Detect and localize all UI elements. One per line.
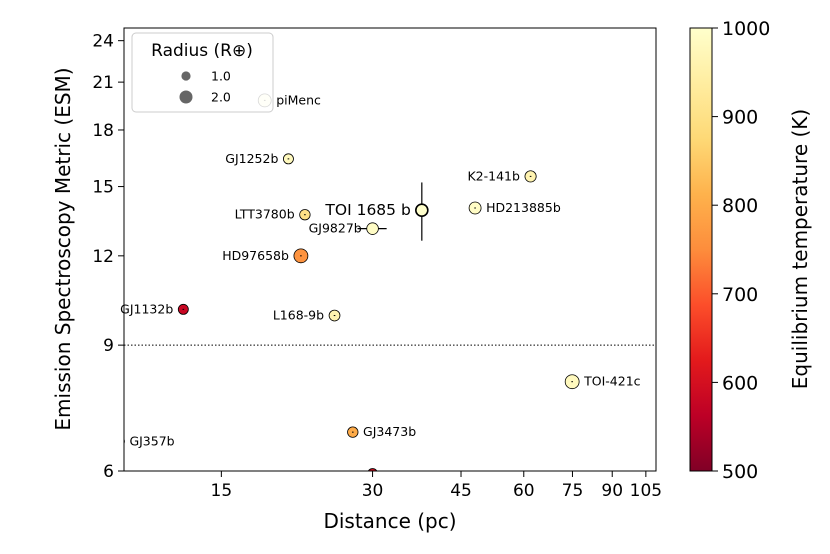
y-tick-label: 9 <box>103 336 114 356</box>
y-axis: 6 9 12 15 18 21 24 <box>92 32 124 482</box>
plot-frame <box>123 27 657 472</box>
colorbar-tick-label: 900 <box>722 107 758 129</box>
y-tick-label: 21 <box>92 73 114 93</box>
data-point <box>357 222 387 235</box>
data-points <box>124 93 580 471</box>
data-marker <box>367 468 378 471</box>
x-tick-label: 60 <box>513 481 535 501</box>
y-tick-label: 15 <box>92 178 114 198</box>
legend-label: 1.0 <box>211 69 231 84</box>
point-labels: piMenc GJ1252b K2-141b HD213885b TOI 1685 b L… <box>120 92 641 448</box>
point-label: TOI 1685 b <box>324 201 410 219</box>
data-marker <box>366 222 379 235</box>
point-label: HD213885b <box>486 200 561 215</box>
x-tick-label: 30 <box>362 481 384 501</box>
point-label: GJ9827b <box>309 221 362 236</box>
colorbar-tick-label: 1000 <box>722 18 770 40</box>
colorbar: 500 600 700 800 900 1000 Equilibrium temperat… <box>689 18 812 483</box>
data-point <box>564 374 580 390</box>
size-legend: Radius (R⊕) 1.02.0 <box>131 32 274 113</box>
colorbar-tick-label: 500 <box>722 461 758 483</box>
legend-entry: 1.0 <box>181 69 231 84</box>
point-label: GJ1252b <box>225 151 278 166</box>
data-point <box>282 153 294 165</box>
point-label: L168-9b <box>273 308 324 323</box>
data-point <box>524 170 537 183</box>
legend-entry: 2.0 <box>179 90 231 105</box>
data-point <box>468 201 482 215</box>
legend-box <box>131 32 274 113</box>
x-axis-title: Distance (pc) <box>323 509 456 533</box>
data-point <box>367 468 378 471</box>
data-point <box>177 303 189 315</box>
x-axis: 15 30 45 60 75 90 105 <box>211 471 662 501</box>
y-tick-label: 18 <box>92 121 114 141</box>
y-axis-title: Emission Spectroscopy Metric (ESM) <box>51 67 75 430</box>
y-tick-label: 24 <box>92 32 114 52</box>
x-tick-label: 15 <box>211 481 233 501</box>
colorbar-tick-label: 700 <box>722 284 758 306</box>
point-label: GJ357b <box>129 433 174 448</box>
data-marker <box>124 438 125 445</box>
colorbar-tick-label: 800 <box>722 195 758 217</box>
data-point <box>328 309 341 322</box>
legend-label: 2.0 <box>211 90 231 105</box>
x-tick-label: 90 <box>601 481 623 501</box>
x-tick-label: 105 <box>630 481 662 501</box>
legend-marker <box>181 71 191 81</box>
legend-marker <box>179 90 193 104</box>
colorbar-title: Equilibrium temperature (K) <box>788 109 812 389</box>
legend-title: Radius (R⊕) <box>151 41 253 61</box>
point-label: HD97658b <box>222 248 289 263</box>
data-point <box>299 209 311 221</box>
point-label: TOI-421c <box>583 374 641 389</box>
colorbar-ticks: 500 600 700 800 900 1000 <box>712 18 770 483</box>
colorbar-rect <box>689 27 713 472</box>
y-tick-label: 6 <box>103 462 114 482</box>
data-point <box>124 438 125 445</box>
x-tick-label: 75 <box>562 481 584 501</box>
point-label: LTT3780b <box>235 207 295 222</box>
colorbar-tick-label: 600 <box>722 372 758 394</box>
y-tick-label: 12 <box>92 247 114 267</box>
data-point <box>347 426 359 438</box>
legend-entries: 1.02.0 <box>179 69 231 105</box>
point-label: GJ1132b <box>120 301 173 316</box>
point-label: piMenc <box>276 92 321 107</box>
point-label: GJ3473b <box>363 424 416 439</box>
data-marker <box>415 203 429 218</box>
data-point <box>415 182 429 241</box>
point-label: K2-141b <box>467 168 520 183</box>
data-point <box>293 248 309 264</box>
x-tick-label: 45 <box>450 481 472 501</box>
